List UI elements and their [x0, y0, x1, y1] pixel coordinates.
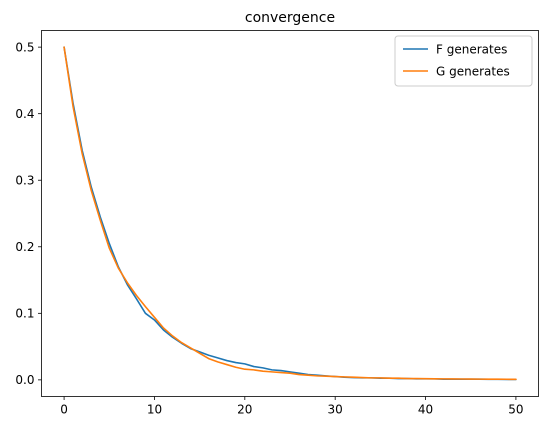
x-tick-label: 30 [328, 403, 343, 417]
series-layer [63, 46, 517, 381]
x-axis: 0 10 20 30 40 50 [60, 396, 524, 417]
y-tick-label: 0.3 [15, 174, 34, 188]
legend-box [394, 35, 533, 87]
plot-area-frame [41, 30, 539, 397]
y-tick-label: 0.4 [15, 107, 34, 121]
legend-label-2: G generates [436, 64, 510, 78]
x-tick-label: 20 [237, 403, 252, 417]
series-line-2 [63, 46, 517, 381]
y-tick-label: 0.2 [15, 240, 34, 254]
y-axis: 0.0 0.1 0.2 0.3 0.4 0.5 [15, 40, 42, 387]
legend: F generates G generates [394, 35, 533, 87]
chart-title: convergence [245, 10, 335, 26]
x-tick-label: 40 [418, 403, 433, 417]
x-tick-label: 0 [60, 403, 68, 417]
x-tick-label: 10 [147, 403, 162, 417]
y-tick-label: 0.1 [15, 307, 34, 321]
y-tick-label: 0.0 [15, 373, 34, 387]
legend-label-1: F generates [436, 42, 507, 56]
y-tick-label: 0.5 [15, 40, 34, 54]
series-line-1 [63, 46, 517, 381]
x-tick-label: 50 [508, 403, 523, 417]
